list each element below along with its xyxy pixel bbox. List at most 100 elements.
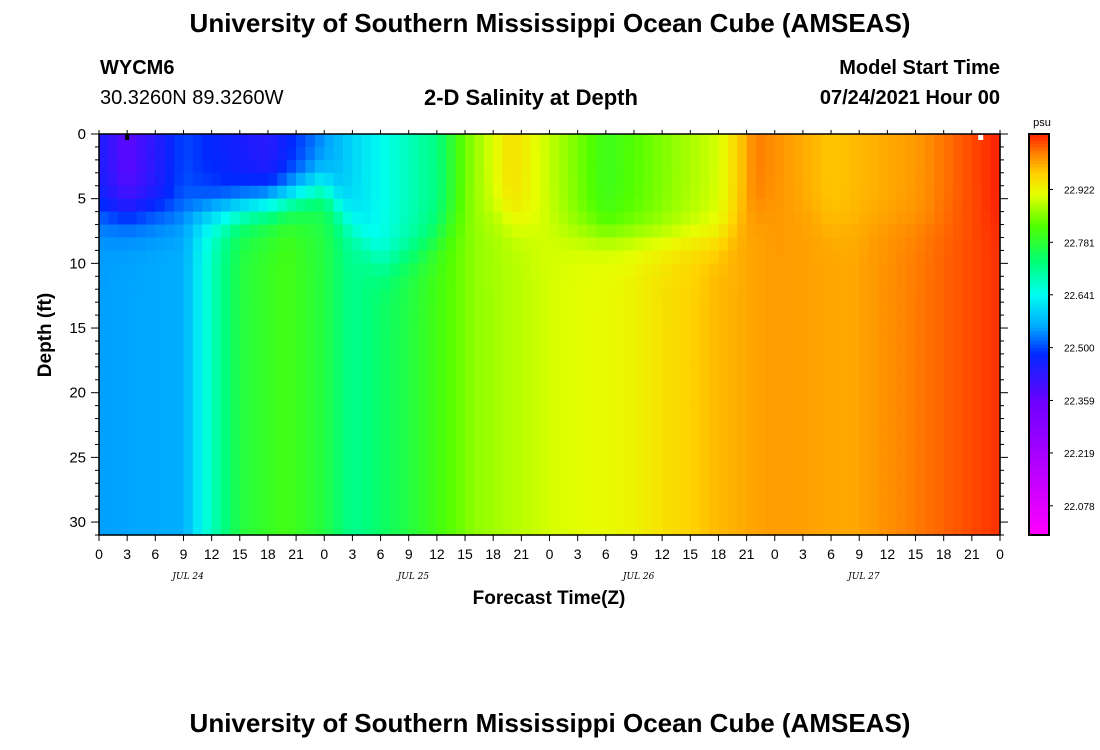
heatmap-cell xyxy=(465,431,476,446)
heatmap-cell xyxy=(662,159,673,174)
heatmap-cell xyxy=(314,198,325,213)
heatmap-cell xyxy=(718,522,729,536)
heatmap-cell xyxy=(615,483,626,497)
heatmap-cell xyxy=(971,340,982,355)
heatmap-cell xyxy=(521,315,532,329)
heatmap-cell xyxy=(164,522,175,536)
heatmap-cell xyxy=(943,263,954,277)
heatmap-cell xyxy=(924,276,935,290)
heatmap-cell xyxy=(755,366,766,381)
heatmap-cell xyxy=(174,392,185,407)
heatmap-cell xyxy=(596,366,607,381)
heatmap-cell xyxy=(699,444,710,458)
heatmap-cell xyxy=(633,379,644,394)
heatmap-cell xyxy=(671,224,682,239)
heatmap-cell xyxy=(164,198,175,213)
heatmap-cell xyxy=(136,302,147,316)
heatmap-cell xyxy=(652,263,663,277)
heatmap-cell xyxy=(249,366,260,381)
heatmap-cell xyxy=(408,353,419,368)
heatmap-cell xyxy=(99,405,109,420)
heatmap-cell xyxy=(981,522,992,536)
colorbar-swatch xyxy=(1029,190,1049,195)
heatmap-cell xyxy=(849,457,860,471)
heatmap-cell xyxy=(333,263,344,277)
heatmap-cell xyxy=(802,289,813,303)
heatmap-cell xyxy=(202,509,213,523)
heatmap-cell xyxy=(183,237,194,252)
heatmap-cell xyxy=(192,315,203,329)
colorbar-swatch xyxy=(1029,294,1049,299)
colorbar-swatch xyxy=(1029,374,1049,379)
heatmap-cell xyxy=(183,379,194,394)
heatmap-cell xyxy=(211,509,222,523)
heatmap-cell xyxy=(765,172,776,187)
heatmap-cell xyxy=(859,211,870,226)
heatmap-cell xyxy=(314,483,325,497)
heatmap-cell xyxy=(680,522,691,536)
heatmap-cell xyxy=(399,134,410,148)
heatmap-cell xyxy=(117,224,128,239)
heatmap-cell xyxy=(324,159,335,174)
heatmap-cell xyxy=(849,496,860,510)
heatmap-cell xyxy=(211,289,222,303)
heatmap-cell xyxy=(521,353,532,368)
colorbar-swatch xyxy=(1029,164,1049,169)
heatmap-cell xyxy=(352,418,363,433)
heatmap-cell xyxy=(343,444,354,458)
heatmap-cell xyxy=(446,392,457,407)
heatmap-cell xyxy=(558,224,569,239)
heatmap-cell xyxy=(127,198,138,213)
heatmap-cell xyxy=(296,289,307,303)
heatmap-cell xyxy=(784,211,795,226)
heatmap-cell xyxy=(530,457,541,471)
heatmap-cell xyxy=(230,159,241,174)
heatmap-cell xyxy=(408,328,419,342)
heatmap-cell xyxy=(183,353,194,368)
heatmap-cell xyxy=(540,340,551,355)
heatmap-cell xyxy=(521,146,532,161)
heatmap-cell xyxy=(821,470,832,484)
heatmap-cell xyxy=(943,172,954,187)
heatmap-cell xyxy=(633,431,644,446)
heatmap-cell xyxy=(183,444,194,458)
heatmap-cell xyxy=(249,237,260,252)
heatmap-cell xyxy=(849,340,860,355)
heatmap-cell xyxy=(183,276,194,290)
heatmap-cell xyxy=(802,483,813,497)
heatmap-cell xyxy=(605,405,616,420)
heatmap-cell xyxy=(361,431,372,446)
heatmap-cell xyxy=(680,172,691,187)
heatmap-cell xyxy=(962,470,973,484)
heatmap-cell xyxy=(577,496,588,510)
heatmap-cell xyxy=(774,353,785,368)
heatmap-cell xyxy=(915,276,926,290)
colorbar-swatch xyxy=(1029,194,1049,199)
heatmap-cell xyxy=(877,522,888,536)
heatmap-cell xyxy=(962,483,973,497)
colorbar-swatch xyxy=(1029,140,1049,145)
heatmap-cell xyxy=(831,418,842,433)
heatmap-cell xyxy=(305,470,316,484)
heatmap-cell xyxy=(192,185,203,200)
heatmap-cell xyxy=(840,366,851,381)
heatmap-cell xyxy=(211,457,222,471)
heatmap-cell xyxy=(521,483,532,497)
heatmap-cell xyxy=(99,444,109,458)
heatmap-cell xyxy=(652,353,663,368)
heatmap-cell xyxy=(455,496,466,510)
heatmap-cell xyxy=(868,315,879,329)
heatmap-cell xyxy=(211,315,222,329)
heatmap-cell xyxy=(568,146,579,161)
heatmap-cell xyxy=(699,328,710,342)
heatmap-cell xyxy=(652,340,663,355)
heatmap-cell xyxy=(915,211,926,226)
heatmap-cell xyxy=(446,315,457,329)
heatmap-cell xyxy=(568,470,579,484)
heatmap-cell xyxy=(399,431,410,446)
heatmap-cell xyxy=(427,198,438,213)
heatmap-cell xyxy=(549,302,560,316)
heatmap-cell xyxy=(296,237,307,252)
heatmap-cell xyxy=(183,185,194,200)
heatmap-cell xyxy=(99,172,109,187)
